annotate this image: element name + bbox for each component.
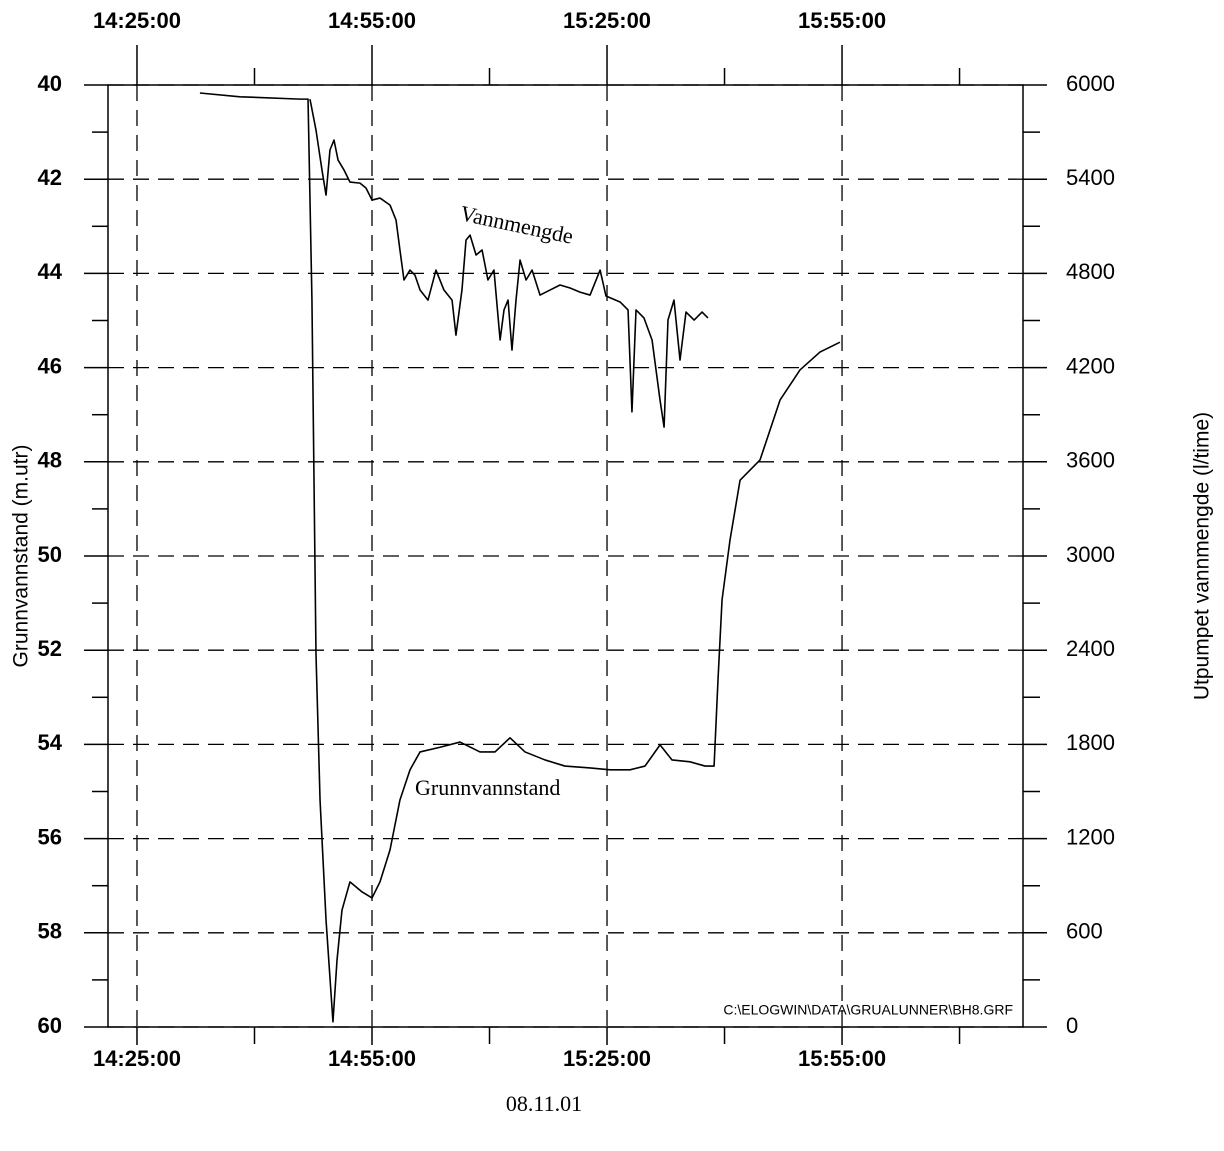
y-tick-label: 52	[38, 636, 62, 661]
y-tick-label: 58	[38, 919, 62, 944]
y-tick-label: 60	[38, 1013, 62, 1038]
x-axis-label: 08.11.01	[506, 1091, 582, 1116]
series-line	[309, 98, 709, 428]
series-line	[199, 92, 841, 1023]
x-tick-label: 15:25:00	[563, 8, 651, 33]
x-tick-label: 15:55:00	[798, 8, 886, 33]
x-tick-label: 14:55:00	[328, 1046, 416, 1071]
y-tick-label: 50	[38, 542, 62, 567]
y2-tick-label: 0	[1066, 1013, 1078, 1038]
y-tick-label: 46	[38, 353, 62, 378]
y2-tick-label: 4200	[1066, 353, 1115, 378]
y2-tick-label: 4800	[1066, 259, 1115, 284]
y-tick-label: 48	[38, 448, 62, 473]
y2-tick-label: 1200	[1066, 824, 1115, 849]
x-tick-label: 15:55:00	[798, 1046, 886, 1071]
x-tick-label: 14:25:00	[93, 8, 181, 33]
y-axis-label: Grunnvannstand (m.utr)	[10, 445, 33, 668]
file-path: C:\ELOGWIN\DATA\GRUALUNNER\BH8.GRF	[723, 1002, 1013, 1018]
y2-axis-label: Utpumpet vannmengde (l/time)	[1191, 412, 1214, 700]
y-tick-label: 56	[38, 824, 62, 849]
y2-tick-label: 3000	[1066, 542, 1115, 567]
y-tick-label: 54	[38, 730, 63, 755]
y-tick-label: 44	[38, 259, 63, 284]
x-tick-label: 14:55:00	[328, 8, 416, 33]
x-tick-label: 14:25:00	[93, 1046, 181, 1071]
y-tick-label: 40	[38, 71, 62, 96]
y2-tick-label: 2400	[1066, 636, 1115, 661]
y2-tick-label: 5400	[1066, 165, 1115, 190]
x-tick-label: 15:25:00	[563, 1046, 651, 1071]
y2-tick-label: 600	[1066, 919, 1103, 944]
y-tick-label: 42	[38, 165, 62, 190]
y2-tick-label: 1800	[1066, 730, 1115, 755]
y2-tick-label: 6000	[1066, 71, 1115, 96]
annotation: Grunnvannstand	[415, 775, 560, 800]
annotation: Vannmengde	[458, 200, 576, 248]
y2-tick-label: 3600	[1066, 448, 1115, 473]
